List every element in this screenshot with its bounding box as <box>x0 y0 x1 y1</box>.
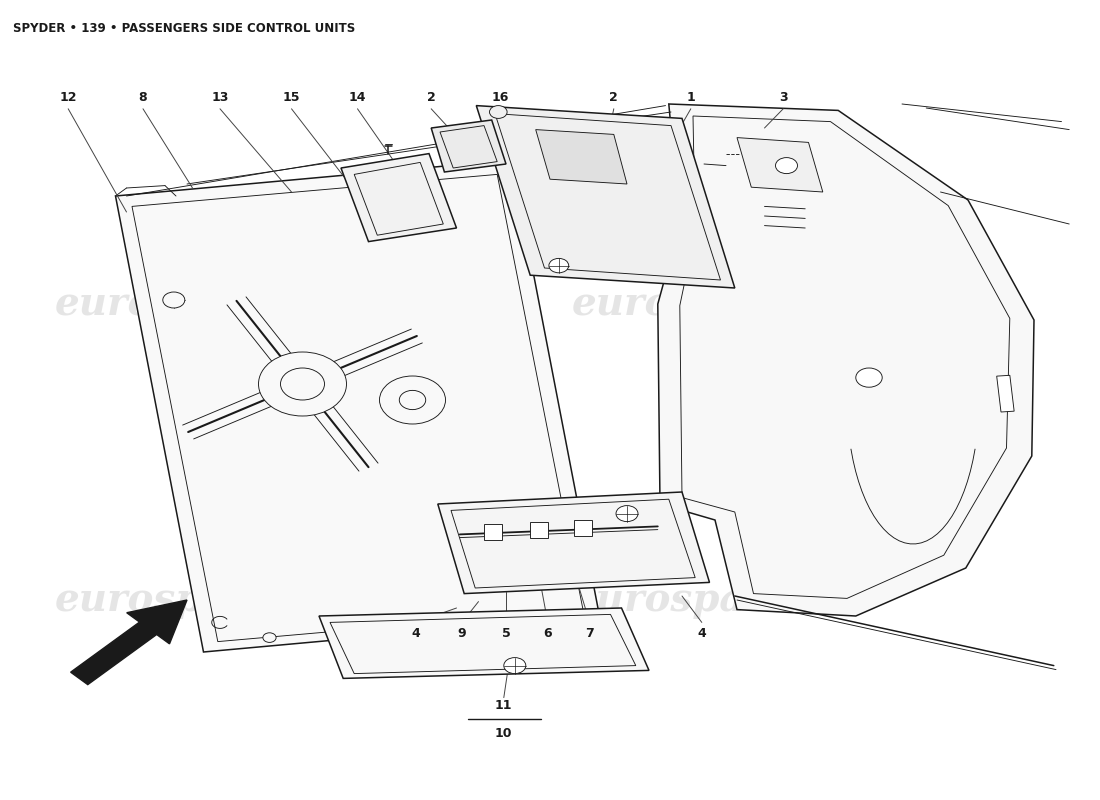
Circle shape <box>490 106 507 118</box>
Circle shape <box>379 376 446 424</box>
Text: 10: 10 <box>495 727 513 740</box>
Polygon shape <box>132 174 583 642</box>
Text: 2: 2 <box>609 91 618 104</box>
Polygon shape <box>530 522 548 538</box>
Text: 4: 4 <box>697 627 706 640</box>
Text: eurospares: eurospares <box>572 285 813 323</box>
Circle shape <box>263 633 276 642</box>
Polygon shape <box>495 114 720 280</box>
Bar <box>997 375 1014 412</box>
Text: 3: 3 <box>779 91 788 104</box>
Polygon shape <box>484 524 502 540</box>
Polygon shape <box>438 492 710 594</box>
Text: 8: 8 <box>139 91 147 104</box>
Polygon shape <box>354 162 443 235</box>
Text: eurospares: eurospares <box>572 581 813 619</box>
Text: 12: 12 <box>59 91 77 104</box>
Circle shape <box>616 506 638 522</box>
Polygon shape <box>451 499 695 588</box>
Polygon shape <box>680 116 1010 598</box>
Circle shape <box>504 658 526 674</box>
Text: 9: 9 <box>458 627 466 640</box>
Circle shape <box>856 368 882 387</box>
Text: 4: 4 <box>411 627 420 640</box>
Circle shape <box>280 368 324 400</box>
Polygon shape <box>319 608 649 678</box>
Text: eurospares: eurospares <box>55 285 296 323</box>
Circle shape <box>399 390 426 410</box>
Circle shape <box>776 158 798 174</box>
Polygon shape <box>574 520 592 536</box>
Text: eurospares: eurospares <box>55 581 296 619</box>
Polygon shape <box>116 160 600 652</box>
Polygon shape <box>341 154 456 242</box>
Polygon shape <box>431 120 506 172</box>
Circle shape <box>258 352 346 416</box>
Text: 15: 15 <box>283 91 300 104</box>
Text: 6: 6 <box>543 627 552 640</box>
Polygon shape <box>536 130 627 184</box>
Text: 16: 16 <box>492 91 509 104</box>
Polygon shape <box>737 138 823 192</box>
Text: 7: 7 <box>585 627 594 640</box>
Polygon shape <box>476 106 735 288</box>
Text: 13: 13 <box>211 91 229 104</box>
Polygon shape <box>440 126 497 168</box>
Text: 5: 5 <box>502 627 510 640</box>
Circle shape <box>163 292 185 308</box>
Circle shape <box>549 258 569 273</box>
Text: 11: 11 <box>495 699 513 712</box>
Polygon shape <box>658 104 1034 616</box>
Text: 14: 14 <box>349 91 366 104</box>
Polygon shape <box>330 614 636 674</box>
FancyArrow shape <box>70 600 187 685</box>
Text: 2: 2 <box>427 91 436 104</box>
Text: 1: 1 <box>686 91 695 104</box>
Text: SPYDER • 139 • PASSENGERS SIDE CONTROL UNITS: SPYDER • 139 • PASSENGERS SIDE CONTROL U… <box>13 22 355 35</box>
